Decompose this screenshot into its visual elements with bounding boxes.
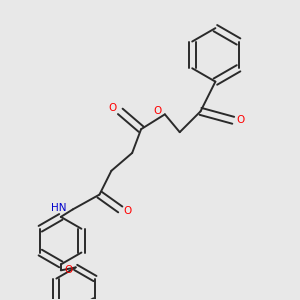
Text: O: O	[124, 206, 132, 216]
Text: O: O	[153, 106, 162, 116]
Text: O: O	[236, 115, 245, 125]
Text: O: O	[109, 103, 117, 113]
Text: O: O	[64, 266, 72, 275]
Text: HN: HN	[51, 203, 67, 213]
